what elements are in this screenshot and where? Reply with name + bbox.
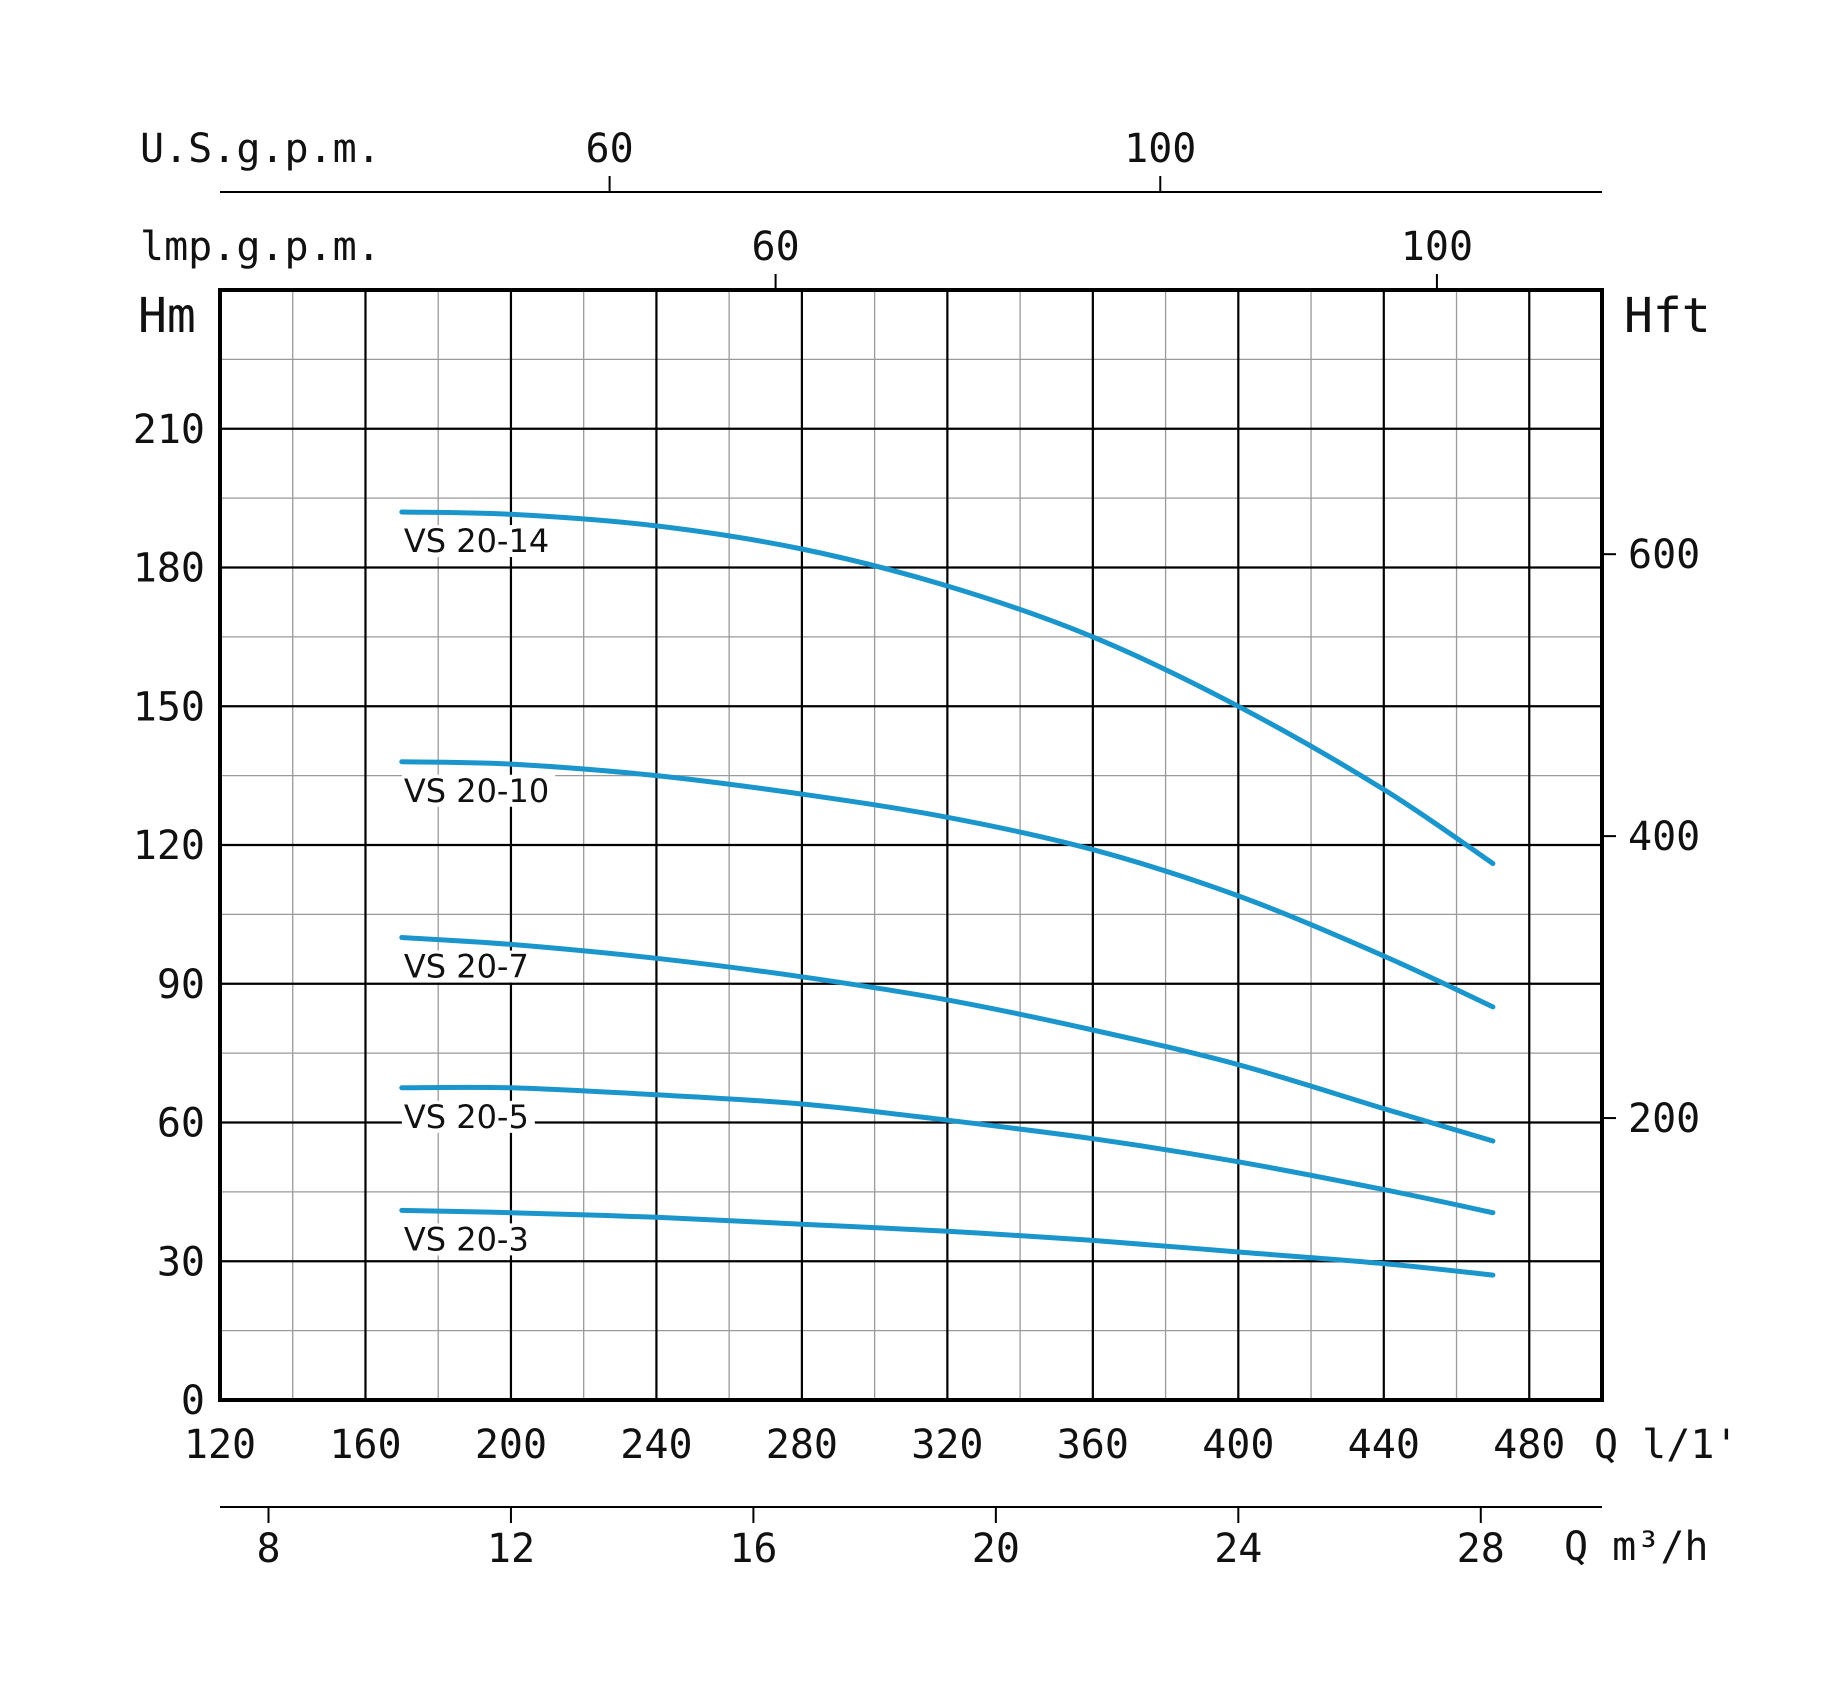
- curves: VS 20-14 VS 20-10 VS 20-7 VS 20-5 VS 20-3: [399, 509, 1496, 1278]
- y2-axis-label-hft: Hft: [1624, 288, 1711, 344]
- x-tick-label: 240: [620, 1422, 692, 1468]
- y-tick-label: 30: [157, 1239, 205, 1285]
- usgpm-tick-label: 100: [1124, 126, 1196, 172]
- x-tick-label: 120: [184, 1422, 256, 1468]
- y2-tick-label: 200: [1628, 1096, 1700, 1142]
- y2-ticks: 200 400 600: [1602, 532, 1700, 1142]
- m3h-tick-label: 28: [1457, 1526, 1505, 1572]
- series-label: VS 20-5: [404, 1098, 529, 1136]
- m3h-tick-label: 16: [729, 1526, 777, 1572]
- impgpm-axis-label: lmp.g.p.m.: [140, 224, 381, 270]
- y-tick-label: 120: [133, 823, 205, 869]
- series-label: VS 20-14: [404, 522, 549, 560]
- series-label: VS 20-3: [404, 1220, 529, 1258]
- series-line: [399, 1084, 1496, 1216]
- x-tick-label: 360: [1057, 1422, 1129, 1468]
- usgpm-ticks: 60 100: [586, 126, 1196, 192]
- m3h-tick-label: 24: [1214, 1526, 1262, 1572]
- y-tick-label: 60: [157, 1101, 205, 1147]
- impgpm-ticks: 60 100: [751, 224, 1473, 290]
- y-tick-label: 0: [181, 1378, 205, 1424]
- x-ticks: 120 160 200 240 280 320 360 400 440 480: [184, 1422, 1566, 1468]
- x-tick-label: 280: [766, 1422, 838, 1468]
- impgpm-tick-label: 100: [1401, 224, 1473, 270]
- impgpm-tick-label: 60: [751, 224, 799, 270]
- y-tick-label: 210: [133, 407, 205, 453]
- series-label-bg: [401, 525, 556, 557]
- series-line: [399, 935, 1496, 1144]
- m3h-tick-label: 20: [972, 1526, 1020, 1572]
- x-tick-label: 440: [1348, 1422, 1420, 1468]
- m3h-tick-label: 12: [487, 1526, 535, 1572]
- y-ticks: 0 30 60 90 120 150 180 210: [133, 407, 205, 1424]
- series-label: VS 20-7: [404, 948, 529, 986]
- usgpm-axis-label: U.S.g.p.m.: [140, 126, 381, 172]
- x-axis-label: Q l/1': [1594, 1422, 1739, 1468]
- y2-tick-label: 400: [1628, 814, 1700, 860]
- y-tick-label: 180: [133, 546, 205, 592]
- series-line: [399, 509, 1496, 866]
- x-tick-label: 480: [1493, 1422, 1565, 1468]
- m3h-axis-label: Q m³/h: [1564, 1524, 1709, 1570]
- series-line: [399, 1207, 1496, 1278]
- series-line: [399, 759, 1496, 1010]
- series-label-bg: [401, 1100, 535, 1133]
- x-tick-label: 160: [329, 1422, 401, 1468]
- m3h-ticks: 8 12 16 20 24 28: [256, 1507, 1505, 1572]
- minor-grid: [220, 290, 1603, 1400]
- series-label-bg: [401, 774, 556, 807]
- y-tick-label: 90: [157, 962, 205, 1008]
- series-label-bg: [401, 1223, 535, 1256]
- y-tick-label: 150: [133, 684, 205, 730]
- x-tick-label: 320: [911, 1422, 983, 1468]
- plot-frame: [218, 288, 1604, 1402]
- y-axis-label-hm: Hm: [138, 288, 196, 344]
- series-label: VS 20-10: [404, 772, 549, 810]
- x-tick-label: 400: [1202, 1422, 1274, 1468]
- m3h-tick-label: 8: [256, 1526, 280, 1572]
- series-label-bg: [401, 950, 535, 983]
- x-tick-label: 200: [475, 1422, 547, 1468]
- usgpm-tick-label: 60: [586, 126, 634, 172]
- y2-tick-label: 600: [1628, 532, 1700, 578]
